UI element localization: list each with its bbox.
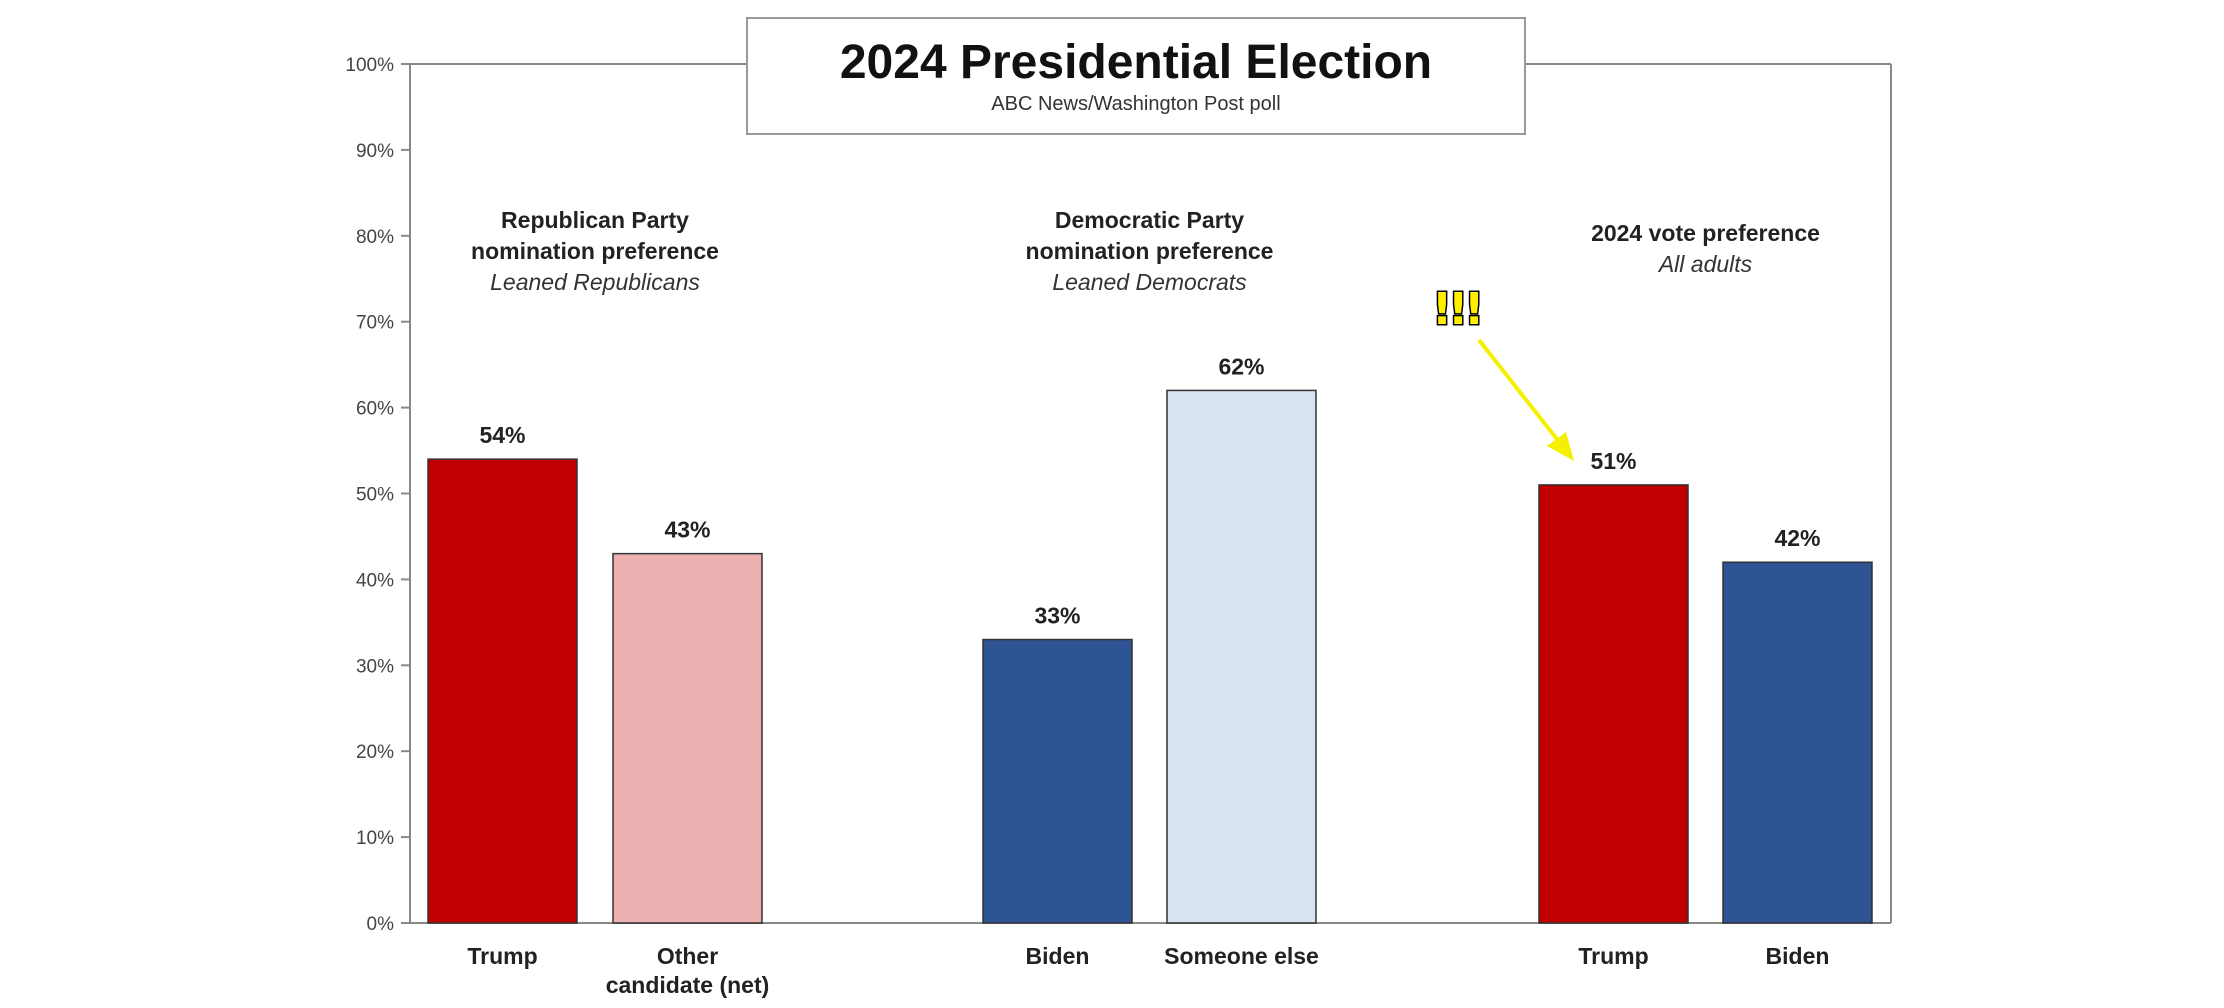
data-label: 43% [664, 517, 710, 543]
category-label: Someone else [1164, 943, 1319, 969]
y-tick-label: 60% [356, 399, 394, 420]
bar [427, 458, 578, 924]
exclamation-annotation: !!! [1430, 283, 1485, 337]
y-tick-label: 20% [356, 742, 394, 763]
data-label: 51% [1590, 448, 1636, 474]
bar [1166, 389, 1317, 924]
group-heading: Republican Party [501, 207, 689, 233]
chart-title: 2024 Presidential Election [839, 36, 1433, 89]
category-label: Biden [1766, 943, 1830, 969]
category-label: Biden [1026, 943, 1090, 969]
bar [1722, 561, 1873, 924]
data-label: 33% [1034, 603, 1080, 629]
group-heading: 2024 vote preference [1591, 220, 1820, 246]
group-heading: nomination preference [471, 238, 719, 264]
y-tick-label: 40% [356, 570, 394, 591]
y-tick-label: 50% [356, 485, 394, 506]
group-heading: Democratic Party [1055, 207, 1244, 233]
y-tick-label: 0% [367, 914, 395, 935]
y-tick-label: 80% [356, 227, 394, 248]
bar [1538, 484, 1689, 924]
group-subheading: All adults [1657, 251, 1753, 277]
annotation-arrow-head [1547, 432, 1574, 461]
data-label: 62% [1218, 353, 1264, 379]
data-label: 42% [1774, 525, 1820, 551]
y-tick-label: 90% [356, 141, 394, 162]
group-subheading: Leaned Democrats [1052, 269, 1247, 295]
category-label: Other [657, 943, 718, 969]
y-tick-label: 70% [356, 313, 394, 334]
bar [982, 638, 1133, 924]
category-label: Trump [467, 943, 537, 969]
y-tick-label: 100% [345, 55, 394, 76]
group-subheading: Leaned Republicans [490, 269, 700, 295]
y-tick-label: 10% [356, 828, 394, 849]
bar [612, 552, 763, 924]
group-heading: nomination preference [1026, 238, 1274, 264]
chart-subtitle: ABC News/Washington Post poll [991, 93, 1281, 115]
annotation-arrow-shaft [1477, 338, 1562, 445]
y-tick-label: 30% [356, 656, 394, 677]
chart-title-box: 2024 Presidential Election ABC News/Wash… [746, 17, 1526, 135]
data-label: 54% [479, 422, 525, 448]
category-label: Trump [1578, 943, 1648, 969]
category-label: candidate (net) [606, 972, 770, 998]
